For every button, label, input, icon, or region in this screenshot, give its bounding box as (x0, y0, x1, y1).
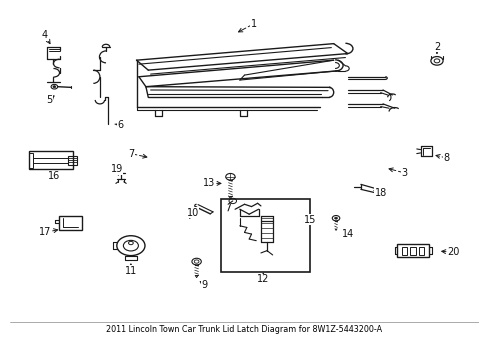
Text: 20: 20 (447, 247, 459, 257)
Text: 10: 10 (186, 208, 199, 217)
Text: 5: 5 (46, 95, 53, 105)
Bar (29, 153, 33, 168)
Text: 18: 18 (374, 188, 386, 198)
Text: 8: 8 (443, 153, 448, 163)
Bar (68, 156, 77, 165)
Text: 12: 12 (257, 274, 269, 284)
Bar (401, 247, 407, 255)
Text: 16: 16 (48, 171, 61, 181)
Text: 2: 2 (433, 42, 439, 52)
Text: 14: 14 (341, 229, 353, 239)
Text: 15: 15 (304, 215, 316, 225)
Bar (221, 199, 309, 272)
Text: 9: 9 (201, 280, 207, 291)
Bar (418, 247, 424, 255)
Circle shape (334, 217, 337, 219)
Text: 19: 19 (110, 165, 122, 175)
Circle shape (53, 86, 56, 88)
Bar (396, 244, 428, 257)
Text: 17: 17 (39, 228, 51, 237)
Text: 13: 13 (203, 179, 215, 188)
Text: 3: 3 (400, 168, 407, 178)
Bar (28, 151, 73, 170)
Text: 11: 11 (124, 266, 137, 275)
Bar (59, 216, 81, 230)
Text: 4: 4 (42, 30, 48, 40)
Text: 6: 6 (117, 120, 123, 130)
Text: 2011 Lincoln Town Car Trunk Lid Latch Diagram for 8W1Z-5443200-A: 2011 Lincoln Town Car Trunk Lid Latch Di… (106, 325, 382, 334)
Text: 7: 7 (127, 149, 134, 159)
Text: 1: 1 (250, 19, 256, 29)
Bar (409, 247, 415, 255)
